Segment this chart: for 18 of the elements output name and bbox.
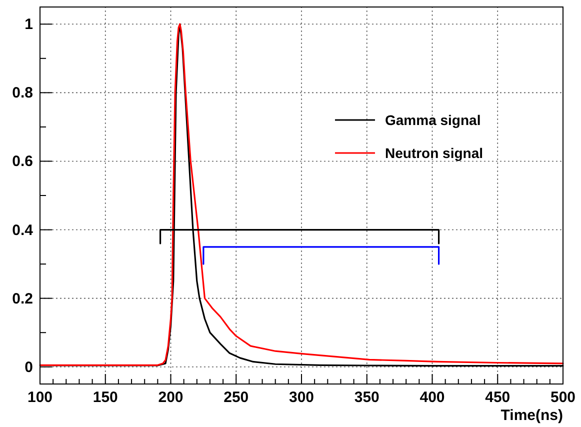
- x-tick-label: 100: [27, 389, 53, 406]
- x-axis-title: Time(ns): [500, 407, 564, 424]
- x-tick-label: 350: [354, 389, 380, 406]
- y-tick-label: 0.4: [12, 222, 34, 239]
- y-tick-label: 0.6: [12, 153, 33, 170]
- legend-label: Gamma signal: [385, 112, 481, 128]
- legend-label: Neutron signal: [385, 145, 484, 161]
- x-tick-label: 400: [420, 389, 445, 406]
- y-tick-label: 0.2: [12, 290, 33, 308]
- y-tick-label: 0: [24, 358, 33, 376]
- x-tick-label: 300: [288, 389, 314, 406]
- y-tick-label: 1: [24, 16, 33, 34]
- x-tick-label: 500: [550, 389, 576, 406]
- x-tick-label: 450: [485, 389, 510, 406]
- x-tick-label: 250: [224, 389, 249, 406]
- x-tick-label: 200: [158, 389, 184, 406]
- y-tick-label: 0.8: [12, 84, 33, 102]
- x-tick-label: 150: [92, 389, 118, 406]
